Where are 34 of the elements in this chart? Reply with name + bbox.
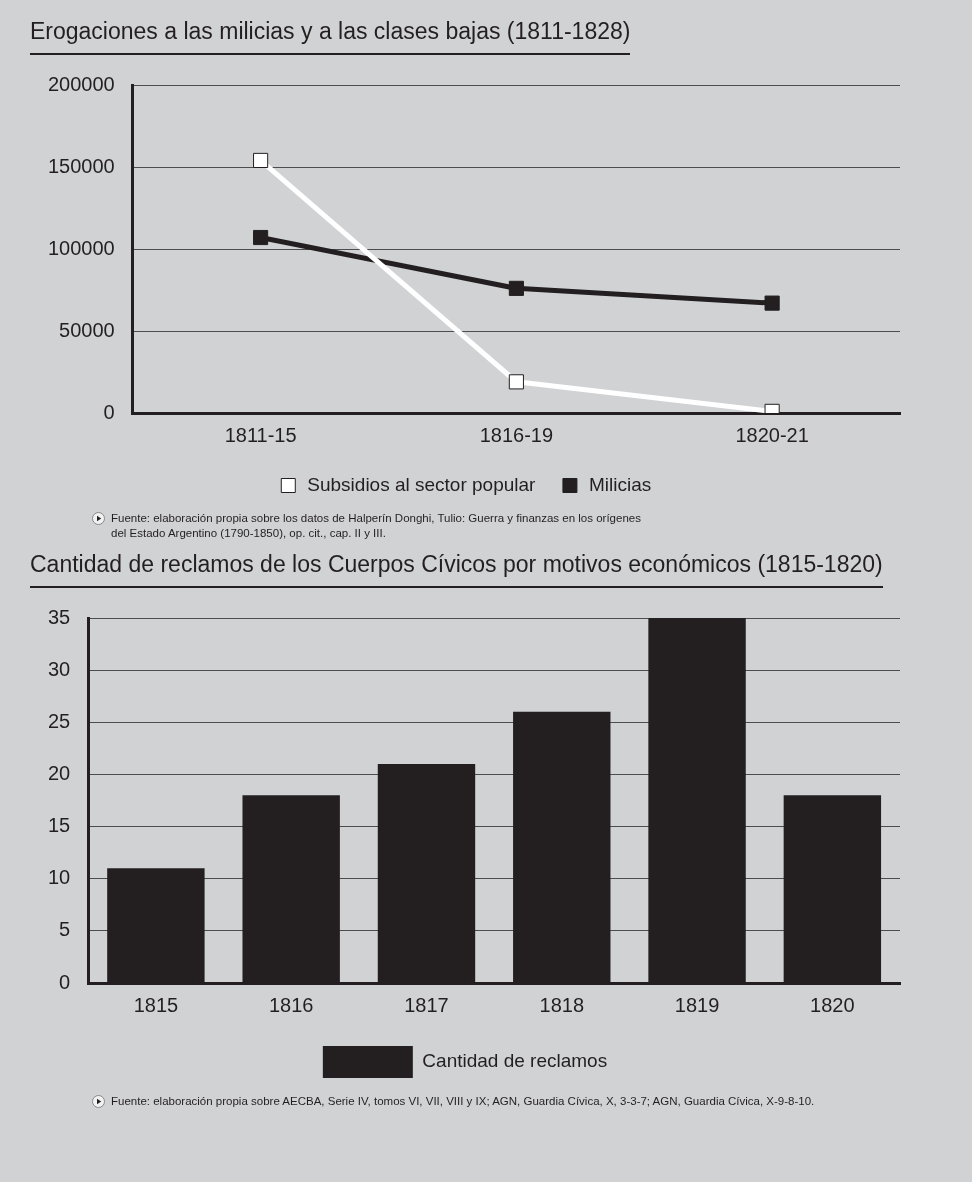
- point: [508, 374, 524, 390]
- y-tick-label: 100000: [47, 236, 115, 259]
- y-tick-label: 50000: [59, 318, 115, 341]
- y-tick-label: 0: [103, 400, 115, 423]
- x-tick-label: 1820: [810, 993, 855, 1016]
- legend-label: Subsidios al sector popular: [307, 473, 537, 495]
- source-note: Fuente: elaboración propia sobre los datos de Halperín Donghi, Tulio: Guerra y finanzas en los orígenes del Estado Argentino (1790-1850), op. cit., cap. II y III.: [111, 511, 642, 541]
- y-tick-label: 10: [48, 866, 71, 889]
- y-tick-label: 25: [48, 709, 71, 732]
- y-tick-label: 20: [48, 761, 71, 784]
- x-tick-label: 1811-15: [224, 423, 297, 446]
- chart-title: Cantidad de reclamos de los Cuerpos Cívicos por motivos económicos (1815-1820): [30, 550, 883, 588]
- x-tick-label: 1819: [674, 993, 720, 1016]
- legend-label: Cantidad de reclamos: [422, 1050, 608, 1072]
- y-tick-label: 200000: [47, 72, 115, 95]
- point: [253, 229, 269, 246]
- legend-label: Milicias: [588, 473, 652, 495]
- x-tick-label: 1816-19: [479, 423, 554, 446]
- source-note: Fuente: elaboración propia sobre AECBA, Serie IV, tomos VI, VII, VIII y IX; AGN, Guardia Cívica, X, 3-3-7; AGN, Guardia Cívica, X-9-8-10.: [111, 1093, 815, 1109]
- point: [508, 280, 524, 296]
- x-tick-label: 1818: [539, 993, 585, 1016]
- y-tick-label: 30: [48, 657, 71, 680]
- y-tick-label: 35: [48, 605, 71, 628]
- point: [764, 295, 780, 311]
- x-tick-label: 1815: [133, 993, 179, 1016]
- y-tick-label: 5: [59, 918, 71, 941]
- chart-title: Erogaciones a las milicias y a las clases bajas (1811-1828): [30, 18, 631, 55]
- y-tick-label: 15: [48, 813, 71, 836]
- point: [253, 152, 269, 169]
- y-tick-label: 150000: [47, 154, 115, 177]
- x-tick-label: 1817: [404, 993, 449, 1016]
- x-tick-label: 1816: [268, 993, 314, 1016]
- y-tick-label: 0: [59, 970, 71, 993]
- x-tick-label: 1820-21: [735, 423, 809, 446]
